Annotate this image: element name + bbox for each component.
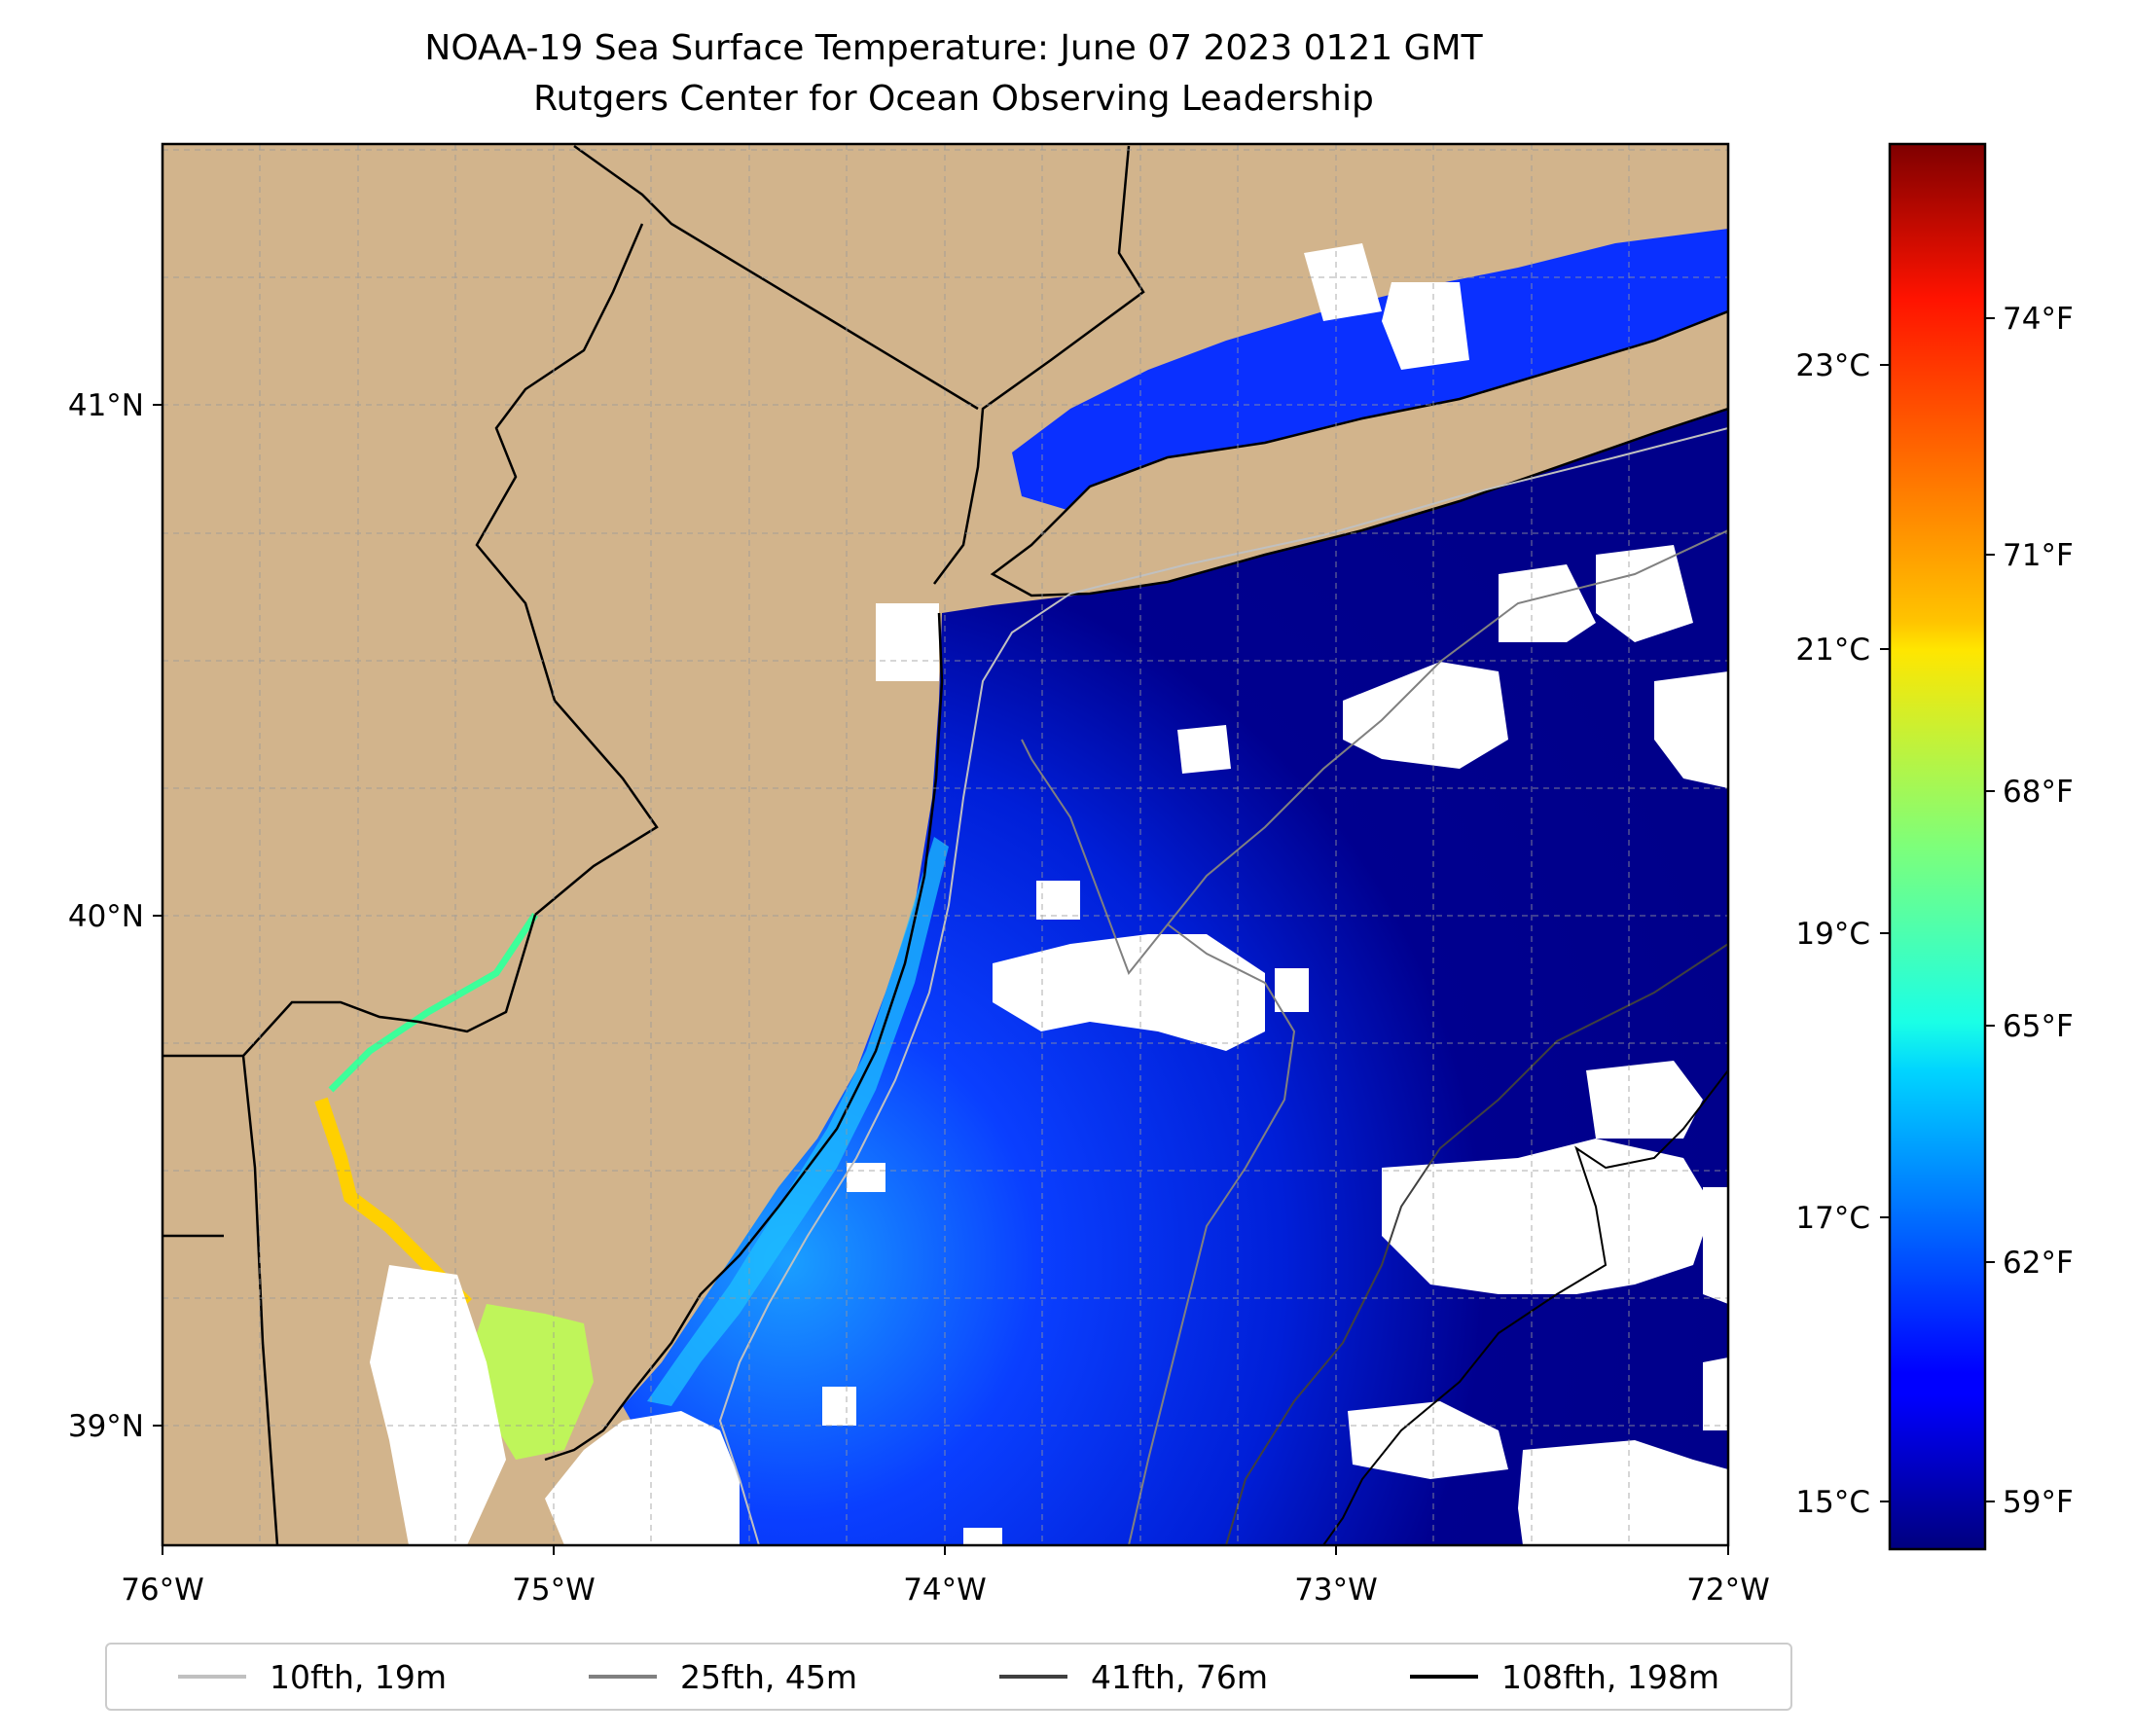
contour-41fth	[1225, 943, 1728, 1545]
colorbar-celsius-label: 17°C	[1795, 1201, 1870, 1236]
legend-label: 10fth, 19m	[270, 1657, 447, 1696]
colorbar-ticks	[1880, 317, 1995, 1502]
contour-108fth	[1322, 1069, 1728, 1545]
legend-label: 25fth, 45m	[680, 1657, 857, 1696]
long-island	[990, 309, 1728, 597]
legend-line-swatch	[178, 1675, 246, 1679]
colorbar-celsius-label: 15°C	[1795, 1485, 1870, 1520]
lat-tick-label: 41°N	[68, 388, 144, 423]
colorbar-fahrenheit-label: 68°F	[2003, 775, 2074, 810]
contour-10fth	[718, 427, 1728, 1545]
legend-line-swatch	[999, 1675, 1067, 1679]
contour-25fth	[1021, 529, 1728, 1545]
nearshore-warm-band	[647, 837, 949, 1406]
legend-line-swatch	[589, 1675, 657, 1679]
legend-item: 108fth, 198m	[1410, 1658, 1719, 1696]
colorbar-fahrenheit-label: 62°F	[2003, 1246, 2074, 1281]
lon-tick-label: 74°W	[903, 1573, 987, 1608]
cloud-mask	[370, 243, 1728, 1545]
legend-item: 10fth, 19m	[178, 1658, 447, 1696]
colorbar-fahrenheit-label: 65°F	[2003, 1009, 2074, 1044]
colorbar-fahrenheit-label: 59°F	[2003, 1485, 2074, 1520]
lon-tick-label: 75°W	[512, 1573, 596, 1608]
colorbar	[1888, 142, 1987, 1551]
colorbar-celsius-label: 19°C	[1795, 917, 1870, 952]
lat-tick-label: 39°N	[68, 1409, 144, 1444]
legend-item: 25fth, 45m	[589, 1658, 857, 1696]
map-area	[163, 144, 1728, 1545]
map-subtitle: Rutgers Center for Ocean Observing Leade…	[533, 79, 1374, 119]
nj-coastline	[544, 612, 944, 1462]
state-borders	[163, 144, 1145, 1545]
colorbar-fahrenheit-label: 74°F	[2003, 302, 2074, 337]
map-title: NOAA-19 Sea Surface Temperature: June 07…	[424, 28, 1483, 68]
delaware-river-upper	[328, 913, 538, 1093]
contour-legend: 10fth, 19m 25fth, 45m 41fth, 76m 108fth,…	[105, 1643, 1792, 1711]
lon-tick-label: 76°W	[121, 1573, 204, 1608]
colorbar-fahrenheit-label: 71°F	[2003, 538, 2074, 573]
axis-ticks	[153, 404, 1729, 1555]
colorbar-celsius-label: 21°C	[1795, 633, 1870, 668]
gridlines	[163, 144, 1728, 1545]
legend-label: 41fth, 76m	[1091, 1657, 1268, 1696]
delaware-river	[314, 1097, 472, 1309]
lon-tick-label: 72°W	[1686, 1573, 1770, 1608]
lon-tick-label: 73°W	[1294, 1573, 1378, 1608]
long-island-sound	[1012, 229, 1728, 511]
legend-item: 41fth, 76m	[999, 1658, 1268, 1696]
legend-line-swatch	[1410, 1675, 1478, 1679]
colorbar-celsius-label: 23°C	[1795, 348, 1870, 383]
legend-label: 108fth, 198m	[1501, 1657, 1719, 1696]
delaware-bay	[467, 1304, 594, 1460]
lat-tick-label: 40°N	[68, 899, 144, 934]
